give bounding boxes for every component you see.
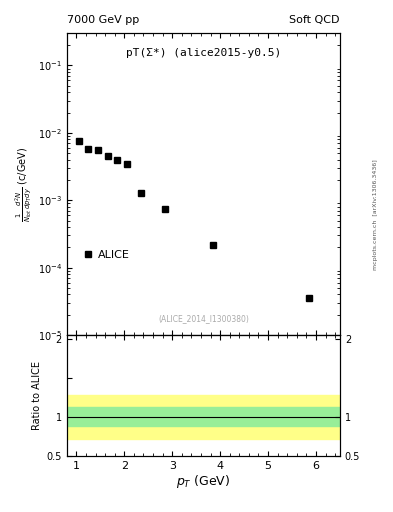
Bar xyxy=(67,408,340,426)
ALICE xyxy=(76,138,81,144)
Y-axis label: Ratio to ALICE: Ratio to ALICE xyxy=(32,361,42,430)
Text: pT(Σ*) (alice2015-y0.5): pT(Σ*) (alice2015-y0.5) xyxy=(126,48,281,58)
Text: (ALICE_2014_I1300380): (ALICE_2014_I1300380) xyxy=(158,314,249,323)
Text: 7000 GeV pp: 7000 GeV pp xyxy=(67,14,139,25)
Legend: ALICE: ALICE xyxy=(81,246,134,263)
ALICE xyxy=(86,146,91,152)
ALICE xyxy=(105,153,110,159)
ALICE xyxy=(95,147,100,154)
X-axis label: $p_{T}$ (GeV): $p_{T}$ (GeV) xyxy=(176,473,231,490)
ALICE xyxy=(307,295,311,302)
ALICE xyxy=(115,157,119,163)
ALICE xyxy=(211,242,215,248)
Text: Soft QCD: Soft QCD xyxy=(290,14,340,25)
ALICE xyxy=(163,205,167,211)
Text: mcplots.cern.ch  [arXiv:1306.3436]: mcplots.cern.ch [arXiv:1306.3436] xyxy=(373,160,378,270)
ALICE xyxy=(124,160,129,166)
ALICE xyxy=(139,189,143,196)
Y-axis label: $\frac{1}{N_{tot}} \frac{d^2N}{dp_{T}dy}$ (c/GeV): $\frac{1}{N_{tot}} \frac{d^2N}{dp_{T}dy}… xyxy=(13,146,33,222)
Line: ALICE: ALICE xyxy=(76,138,312,301)
Bar xyxy=(67,395,340,439)
